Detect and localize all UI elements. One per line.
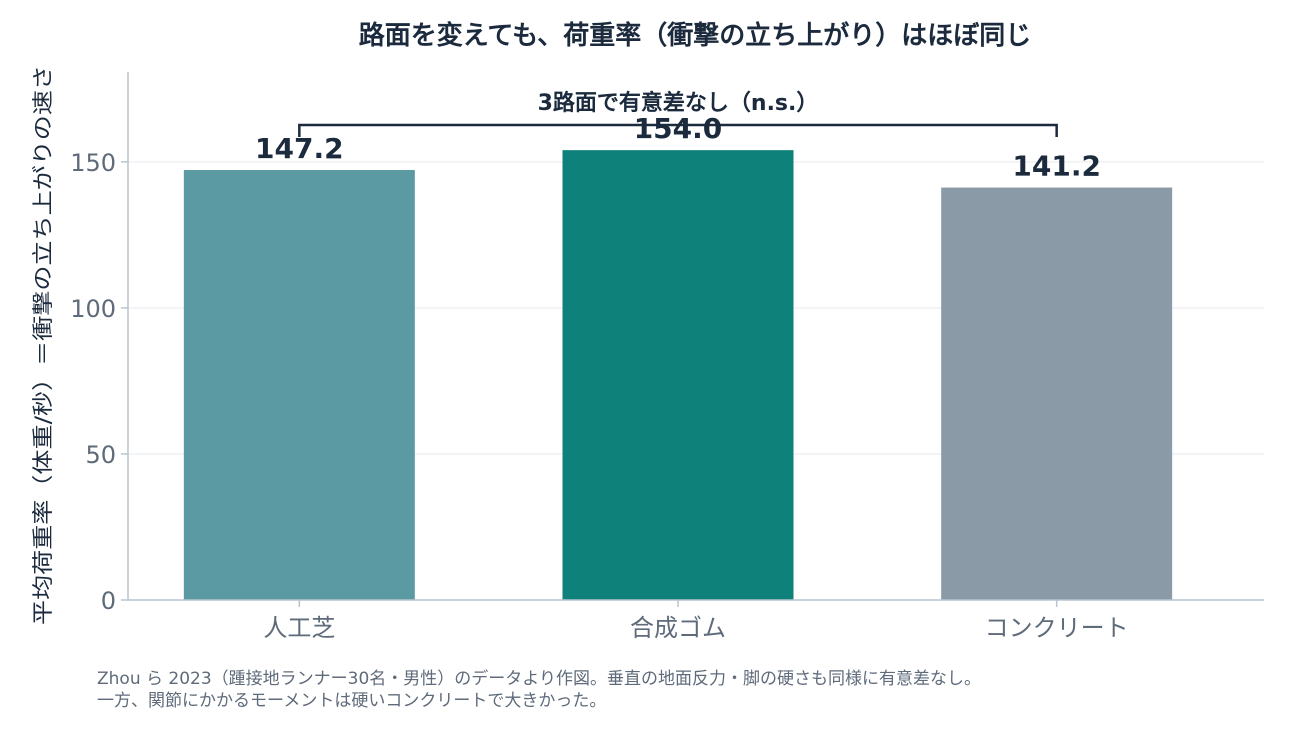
- value-labels: 147.2 154.0 141.2: [255, 112, 1101, 182]
- axes: 0 50 100 150 人工芝 合成ゴム コンクリート: [70, 72, 1264, 642]
- x-tick-label: 合成ゴム: [630, 614, 726, 642]
- value-label: 147.2: [255, 132, 344, 165]
- value-label: 141.2: [1012, 150, 1101, 183]
- y-tick-label: 0: [101, 587, 116, 615]
- y-axis-label: 平均荷重率（体重/秒）＝衝撃の立ち上がりの速さ: [31, 65, 55, 625]
- source-note-line-2: 一方、関節にかかるモーメントは硬いコンクリートで大きかった。: [97, 691, 607, 711]
- chart-title: 路面を変えても、荷重率（衝撃の立ち上がり）はほぼ同じ: [359, 20, 1032, 51]
- x-tick-label: コンクリート: [985, 614, 1129, 642]
- bar-1: [183, 170, 415, 600]
- source-note: Zhou ら 2023（踵接地ランナー30名・男性）のデータより作図。垂直の地面…: [97, 668, 1217, 712]
- y-tick-label: 100: [70, 295, 116, 323]
- bars: [183, 150, 1173, 600]
- source-note-line-1: Zhou ら 2023（踵接地ランナー30名・男性）のデータより作図。垂直の地面…: [97, 669, 981, 689]
- y-tick-label: 150: [70, 149, 116, 177]
- x-tick-label: 人工芝: [263, 614, 335, 642]
- y-tick-label: 50: [85, 441, 116, 469]
- value-label: 154.0: [634, 112, 723, 145]
- bar-3: [941, 187, 1173, 600]
- significance-label: 3路面で有意差なし（n.s.）: [538, 90, 819, 116]
- bar-2: [562, 150, 794, 600]
- significance-annotation: 3路面で有意差なし（n.s.）: [298, 90, 1058, 137]
- significance-bracket: [298, 123, 1058, 137]
